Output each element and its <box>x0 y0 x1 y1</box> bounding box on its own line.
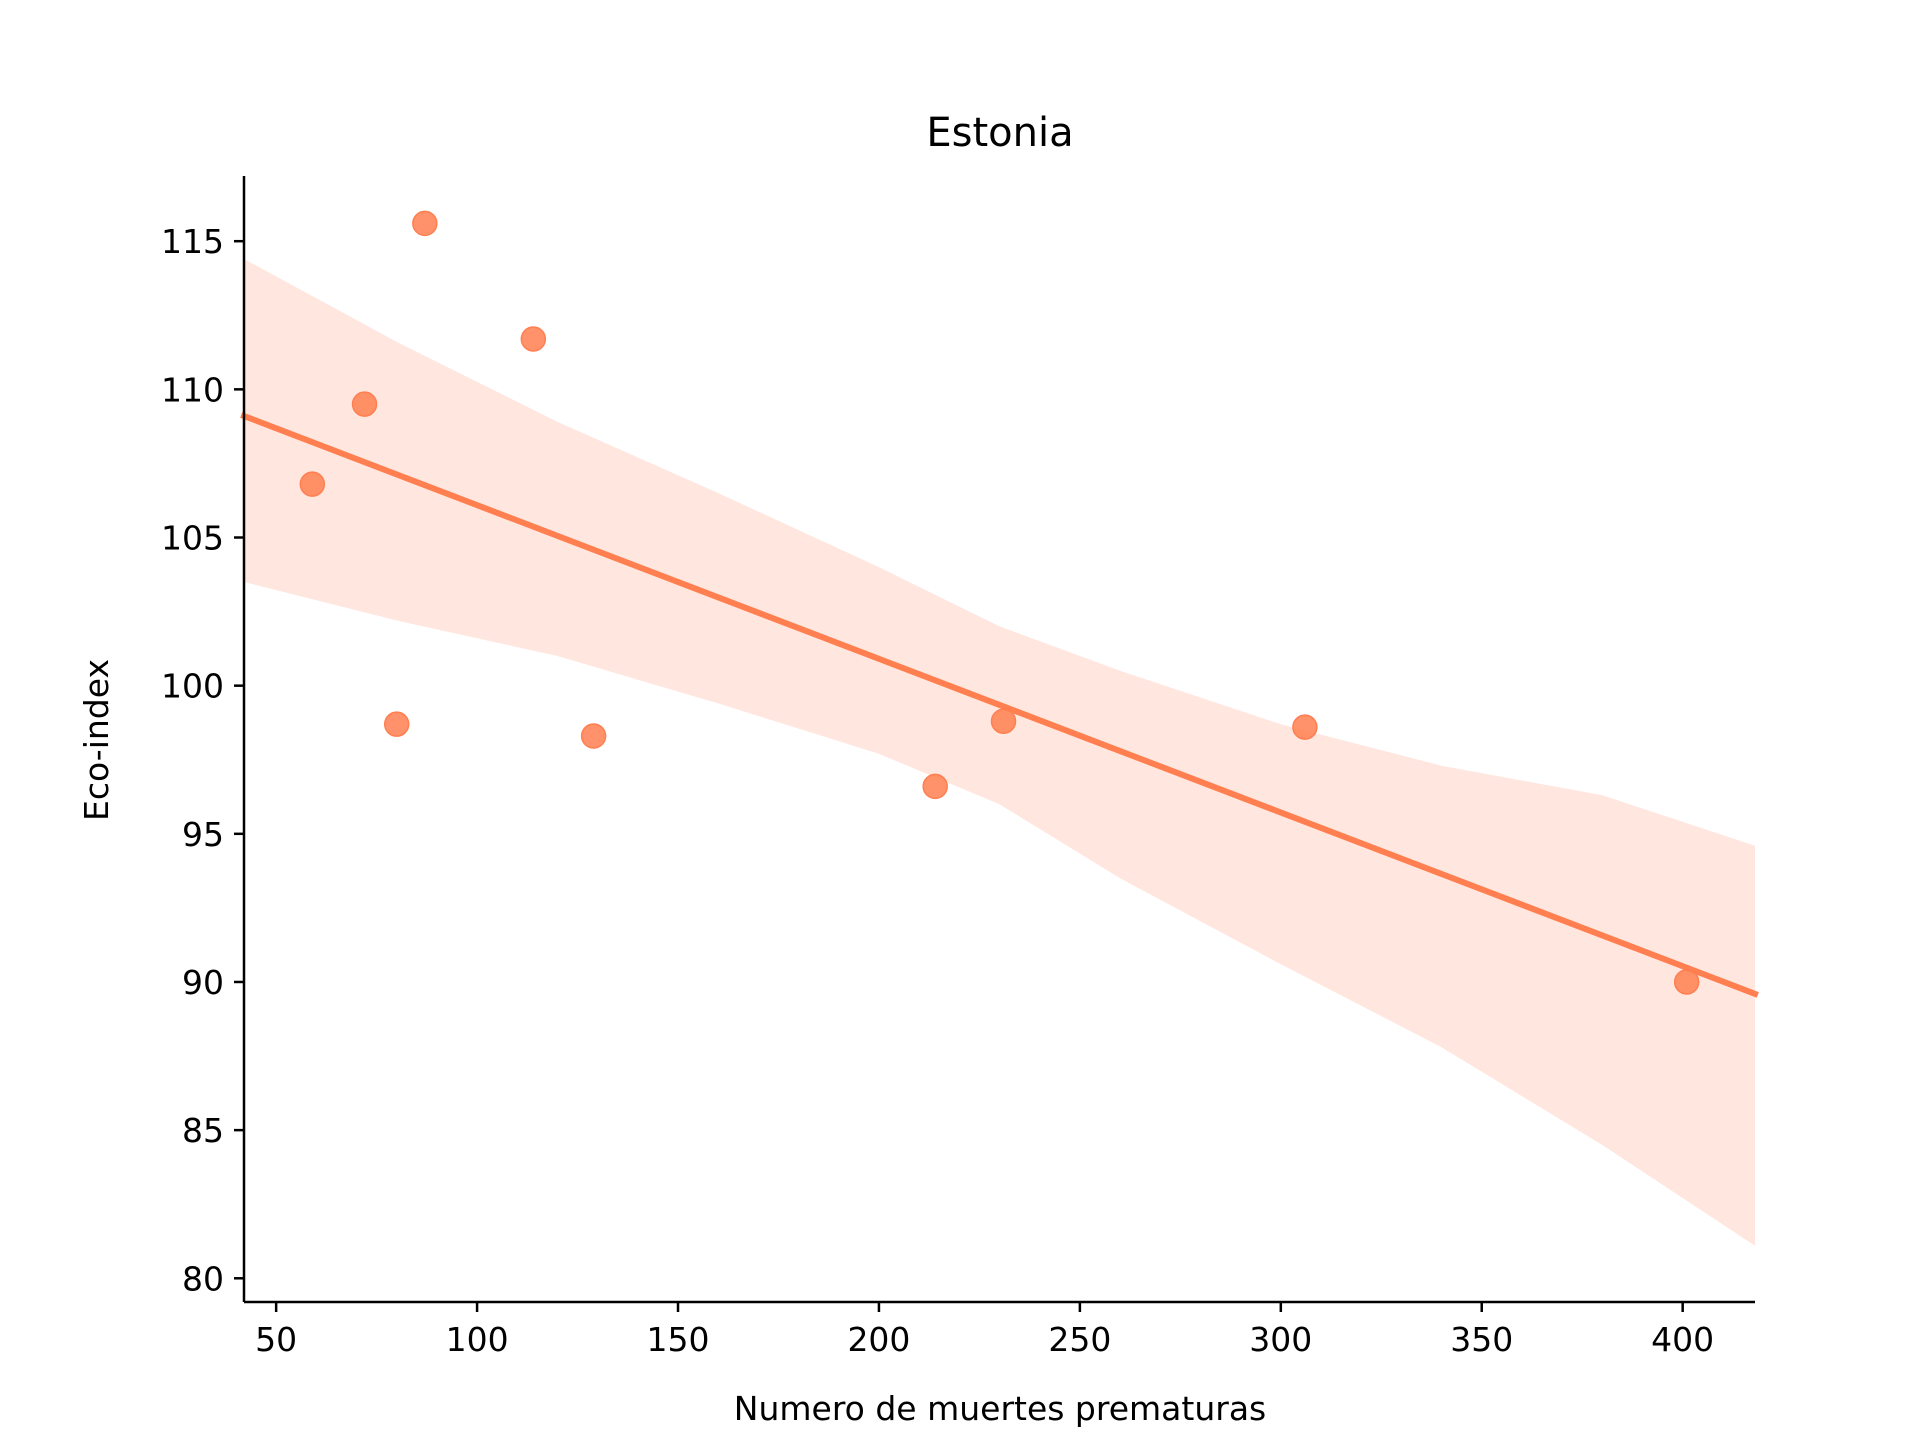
data-point <box>299 471 326 497</box>
data-point <box>990 708 1017 734</box>
y-axis-title: Eco-index <box>77 659 116 821</box>
x-tick-label: 250 <box>1048 1320 1111 1359</box>
y-ticks: 80 85 90 95 100 105 110 115 <box>161 222 244 1298</box>
x-tick-label: 100 <box>446 1320 509 1359</box>
y-tick-label: 95 <box>182 815 224 854</box>
x-tick-label: 150 <box>647 1320 710 1359</box>
x-tick-label: 50 <box>255 1320 297 1359</box>
data-point <box>520 326 547 352</box>
x-tick-label: 200 <box>847 1320 910 1359</box>
regression-line-layer <box>240 412 1759 998</box>
scatter-points-layer <box>299 210 1700 995</box>
data-point <box>1292 714 1318 740</box>
axes-layer <box>242 176 1755 1304</box>
confidence-band <box>244 259 1755 1246</box>
x-tick-label: 400 <box>1651 1320 1714 1359</box>
x-ticks: 50 100 150 200 250 300 350 400 <box>255 1302 1714 1359</box>
regression-line <box>240 412 1759 998</box>
y-tick-label: 110 <box>161 370 224 409</box>
x-axis-title: Numero de muertes prematuras <box>734 1389 1266 1428</box>
data-point <box>580 723 607 749</box>
chart-title: Estonia <box>926 110 1073 156</box>
y-tick-label: 90 <box>182 963 224 1002</box>
y-tick-label: 85 <box>182 1111 224 1150</box>
data-point <box>383 711 410 737</box>
y-tick-label: 80 <box>182 1259 224 1298</box>
x-tick-label: 350 <box>1450 1320 1513 1359</box>
data-point <box>1673 969 1700 995</box>
data-point <box>412 210 438 237</box>
y-tick-label: 100 <box>161 667 224 706</box>
y-tick-label: 105 <box>161 519 224 558</box>
x-tick-label: 300 <box>1249 1320 1312 1359</box>
confidence-band-layer <box>244 259 1755 1246</box>
data-point <box>351 391 378 417</box>
data-point <box>922 773 948 800</box>
y-tick-label: 115 <box>161 222 224 261</box>
